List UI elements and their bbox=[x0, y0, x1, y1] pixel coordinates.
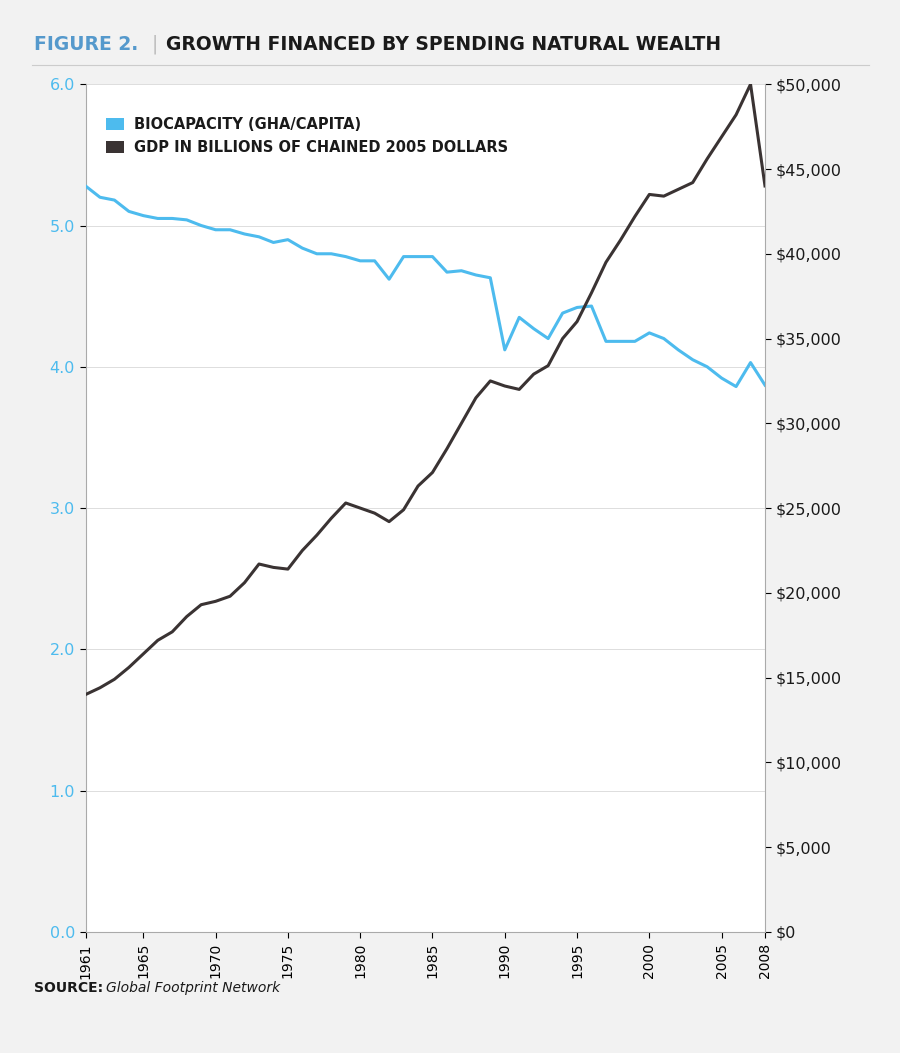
Text: |: | bbox=[151, 35, 158, 54]
Text: SOURCE:: SOURCE: bbox=[34, 981, 104, 995]
Text: GROWTH FINANCED BY SPENDING NATURAL WEALTH: GROWTH FINANCED BY SPENDING NATURAL WEAL… bbox=[166, 35, 722, 54]
Text: Global Footprint Network: Global Footprint Network bbox=[106, 981, 280, 995]
Legend: BIOCAPACITY (GHA/CAPITA), GDP IN BILLIONS OF CHAINED 2005 DOLLARS: BIOCAPACITY (GHA/CAPITA), GDP IN BILLION… bbox=[106, 117, 508, 155]
Text: FIGURE 2.: FIGURE 2. bbox=[34, 35, 139, 54]
